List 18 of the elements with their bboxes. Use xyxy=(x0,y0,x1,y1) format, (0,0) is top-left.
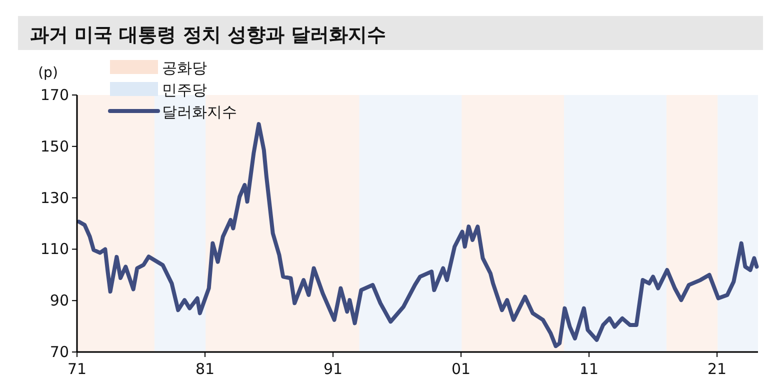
y-tick-label: 70 xyxy=(50,343,69,361)
line-series xyxy=(76,122,759,348)
legend-label: 공화당 xyxy=(162,59,207,77)
band-label: 민주당 xyxy=(162,81,207,99)
y-tick-label: 150 xyxy=(40,137,69,156)
chart-title: 과거 미국 대통령 정치 성향과 달러화지수 xyxy=(30,24,386,46)
y-tick-label: 90 xyxy=(50,292,69,310)
y-axis-title: (p) xyxy=(38,65,58,81)
x-tick-label: 71 xyxy=(67,360,87,378)
x-tick-label: 21 xyxy=(707,360,727,378)
y-tick-label: 110 xyxy=(40,240,69,258)
legend-label: 달러화지수 xyxy=(162,103,237,121)
x-tick-label: 81 xyxy=(195,360,215,378)
x-tick-label: 91 xyxy=(323,360,343,378)
x-tick-label: 01 xyxy=(451,360,471,378)
x-tick-label: 11 xyxy=(579,360,599,378)
y-tick-label: 130 xyxy=(40,188,69,207)
y-tick-label: 170 xyxy=(40,86,69,104)
